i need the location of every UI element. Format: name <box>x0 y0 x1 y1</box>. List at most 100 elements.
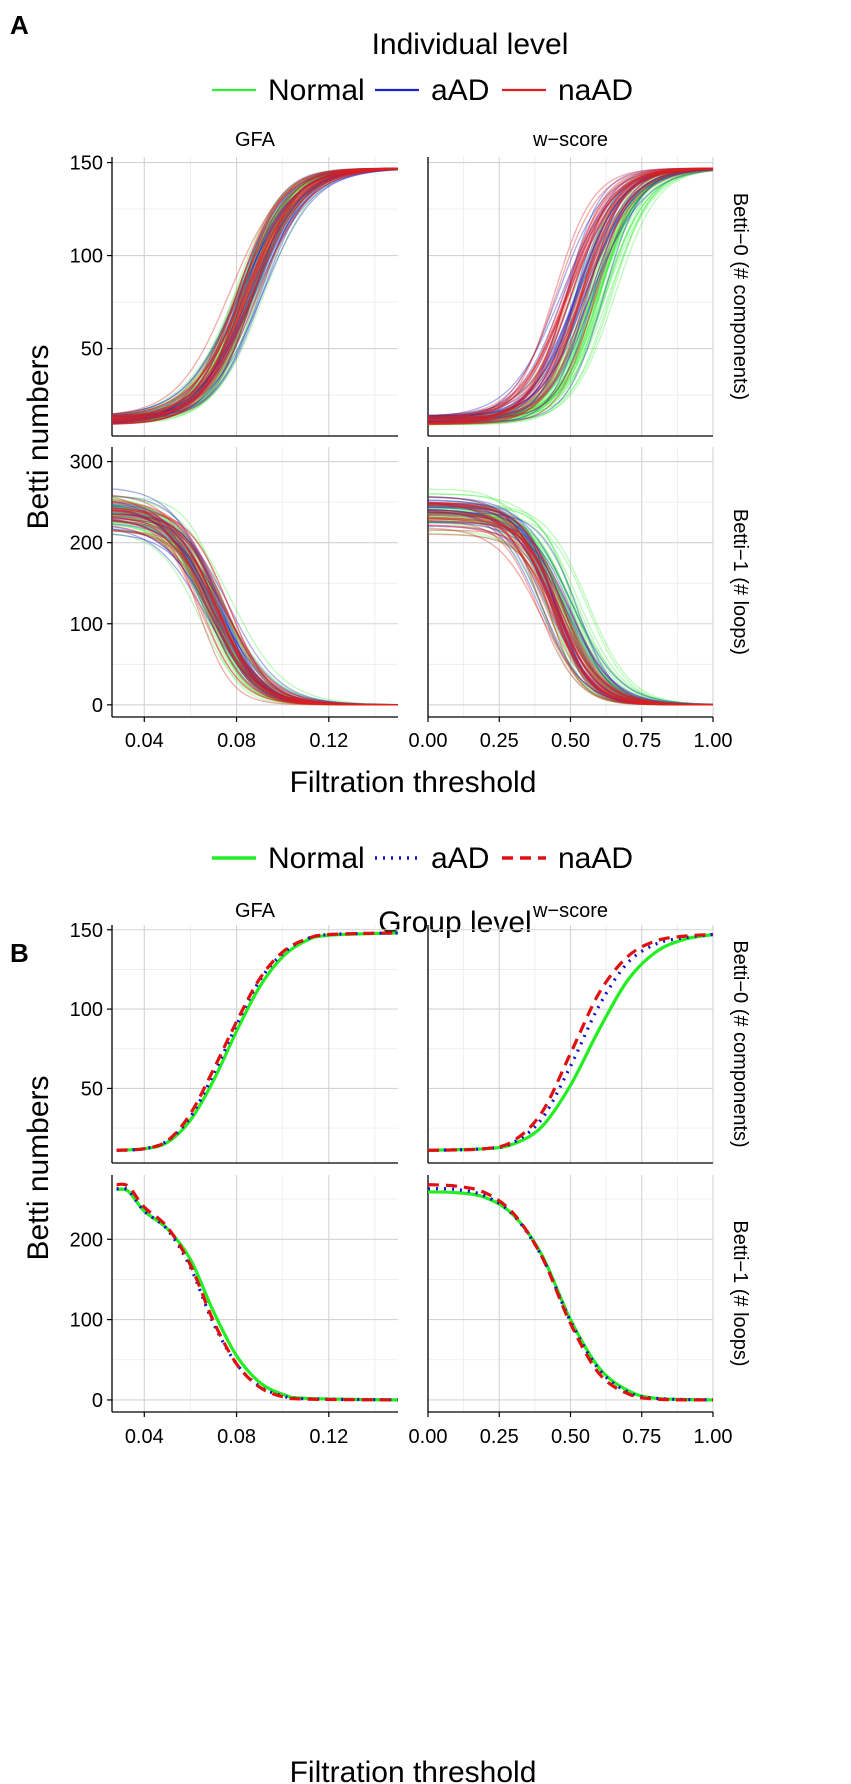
panel-b-legend: Normal aAD naAD <box>212 842 633 875</box>
individual-curve-naad <box>428 167 713 421</box>
panel-a-legend: Normal aAD naAD <box>212 74 633 107</box>
individual-curve-normal <box>112 511 398 706</box>
individual-curve-normal <box>112 511 398 706</box>
individual-curve-normal <box>112 168 398 415</box>
individual-curve-naad <box>112 168 398 417</box>
individual-curve-naad <box>428 167 713 421</box>
facet-b-betti-1-gfa: 0 100 200 0.04 0.08 0.12 <box>70 1175 399 1448</box>
individual-curve-normal <box>112 509 398 706</box>
individual-curve-naad <box>112 167 398 420</box>
individual-curve-aad <box>428 505 713 706</box>
panel-a-label: A <box>10 10 29 40</box>
individual-curve-normal <box>428 512 713 706</box>
individual-curve-normal <box>428 167 713 423</box>
individual-curve-normal <box>112 530 398 706</box>
individual-curve-naad <box>112 167 398 423</box>
x-tick-label: 0.75 <box>622 1426 661 1448</box>
individual-curve-aad <box>428 168 713 421</box>
individual-curve-aad <box>112 512 398 706</box>
individual-curve-normal <box>428 506 713 706</box>
individual-curve-naad <box>428 501 713 706</box>
y-tick-label: 200 <box>70 1229 103 1251</box>
individual-curve-naad <box>112 168 398 420</box>
individual-curve-naad <box>428 167 713 417</box>
individual-curve-normal <box>112 167 398 417</box>
individual-curve-aad <box>428 167 713 423</box>
individual-curve-naad <box>428 167 713 424</box>
facet-a-betti-1-gfa: 0 100 200 300 0.04 0.08 0.12 <box>70 447 398 752</box>
individual-curve-naad <box>428 501 713 706</box>
individual-curve-aad <box>428 508 713 706</box>
x-tick-label: 0.12 <box>309 730 348 752</box>
individual-curve-aad <box>112 168 398 415</box>
individual-curve-aad <box>112 505 398 706</box>
individual-curve-naad <box>428 515 713 706</box>
individual-curve-aad <box>428 510 713 706</box>
individual-curve-naad <box>112 508 398 706</box>
individual-curve-aad <box>428 502 713 706</box>
individual-curve-naad <box>428 517 713 706</box>
individual-curve-aad <box>112 168 398 424</box>
individual-curve-normal <box>112 167 398 419</box>
individual-curve-naad <box>112 502 398 706</box>
individual-curve-naad <box>112 507 398 706</box>
legend-label-naad: naAD <box>558 842 633 875</box>
individual-curve-naad <box>112 530 398 706</box>
individual-curve-normal <box>112 528 398 706</box>
individual-curve-naad <box>112 509 398 706</box>
individual-curve-naad <box>428 168 713 419</box>
legend-label-naad: naAD <box>558 74 633 107</box>
individual-curve-normal <box>428 508 713 706</box>
group-curve-aad <box>116 931 399 1152</box>
group-curve-naad <box>116 1182 399 1402</box>
individual-curve-aad <box>112 168 398 420</box>
individual-curve-normal <box>112 168 398 423</box>
individual-curve-aad <box>428 168 713 416</box>
x-tick-label: 1.00 <box>694 1426 733 1448</box>
individual-curve-normal <box>112 532 398 706</box>
y-tick-label: 300 <box>70 452 103 474</box>
individual-curve-normal <box>428 168 713 426</box>
panel-a-title: Individual level <box>372 28 569 61</box>
individual-curve-naad <box>428 167 713 424</box>
individual-curve-naad <box>112 167 398 418</box>
individual-curve-naad <box>428 524 713 706</box>
individual-curve-naad <box>112 168 398 415</box>
individual-curve-normal <box>112 167 398 418</box>
individual-curve-naad <box>112 513 398 706</box>
individual-curve-normal <box>428 168 713 422</box>
individual-curve-aad <box>428 511 713 706</box>
individual-curve-aad <box>112 519 398 706</box>
individual-curve-normal <box>112 518 398 706</box>
individual-curve-aad <box>428 167 713 418</box>
individual-curve-aad <box>112 495 398 706</box>
individual-curve-normal <box>428 507 713 706</box>
individual-curve-normal <box>428 168 713 424</box>
individual-curve-normal <box>112 167 398 418</box>
individual-curve-naad <box>112 530 398 706</box>
individual-curve-normal <box>428 493 713 706</box>
individual-curve-naad <box>112 515 398 706</box>
individual-curve-aad <box>428 167 713 424</box>
individual-curve-aad <box>112 167 398 424</box>
individual-curve-naad <box>428 167 713 422</box>
individual-curve-normal <box>112 506 398 706</box>
individual-curve-naad <box>428 518 713 706</box>
x-tick-label: 0.08 <box>217 730 256 752</box>
individual-curve-naad <box>112 167 398 419</box>
individual-curve-naad <box>112 168 398 422</box>
individual-curve-naad <box>112 168 398 423</box>
individual-curve-normal <box>428 520 713 706</box>
individual-curve-normal <box>428 168 713 419</box>
individual-curve-normal <box>428 167 713 419</box>
individual-curve-normal <box>112 515 398 706</box>
individual-curve-naad <box>428 512 713 706</box>
panel-b-label: B <box>10 938 29 968</box>
individual-curve-aad <box>112 167 398 418</box>
facet-b-betti-1-w-score: 0.00 0.25 0.50 0.75 1.00 <box>409 1175 733 1448</box>
individual-curve-aad <box>428 499 713 706</box>
individual-curve-normal <box>428 511 713 706</box>
individual-curve-naad <box>112 167 398 419</box>
individual-curve-normal <box>428 512 713 706</box>
individual-curve-aad <box>428 503 713 706</box>
